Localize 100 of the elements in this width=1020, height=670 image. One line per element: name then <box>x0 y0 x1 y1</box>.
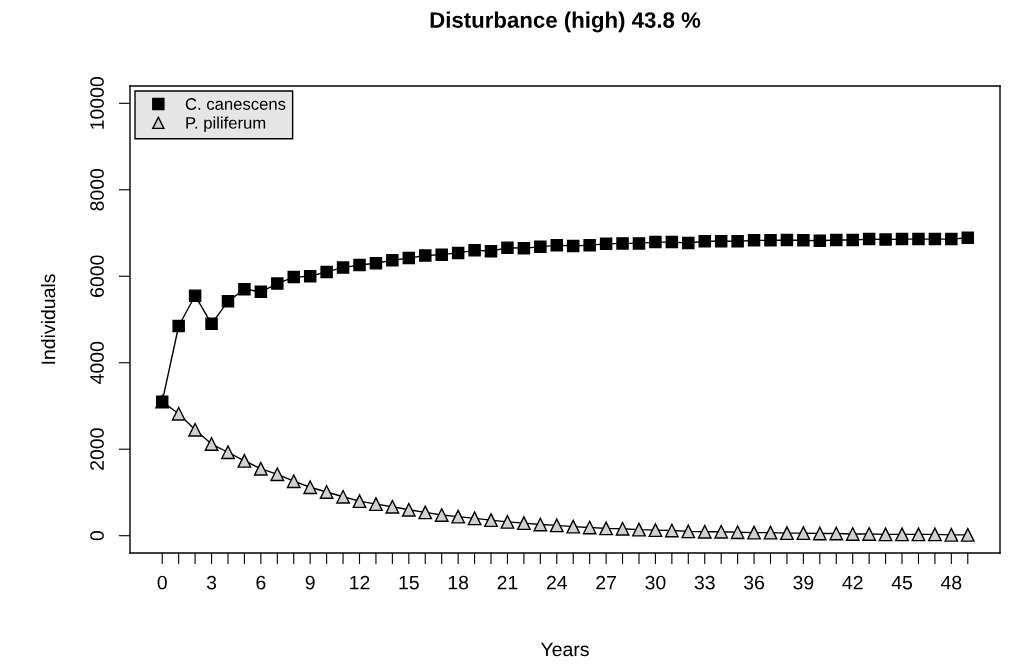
point <box>730 525 745 540</box>
x-tick-label: 45 <box>891 575 913 590</box>
point <box>205 317 218 331</box>
x-tick-label: 48 <box>940 575 962 590</box>
x-tick-label: 18 <box>448 575 469 590</box>
legend-label: P. piliferum <box>186 116 266 133</box>
point <box>763 525 778 540</box>
point <box>336 489 351 504</box>
x-tick-label: 39 <box>793 575 814 590</box>
x-tick-label: 30 <box>645 575 666 590</box>
x-tick-label: 27 <box>596 575 616 590</box>
point <box>516 516 531 531</box>
x-tick-label: 42 <box>842 575 863 590</box>
point <box>386 254 399 267</box>
y-tick-label: 8000 <box>90 168 104 211</box>
point <box>401 502 416 517</box>
point <box>599 521 614 536</box>
point <box>665 235 679 249</box>
point <box>879 233 892 246</box>
point <box>566 239 580 253</box>
point <box>287 270 300 284</box>
x-tick-label: 3 <box>206 575 217 590</box>
point <box>878 527 893 542</box>
point <box>435 248 448 261</box>
point <box>451 509 466 524</box>
point <box>927 527 942 542</box>
point <box>960 527 975 542</box>
point <box>599 237 613 251</box>
point <box>632 237 646 250</box>
point <box>648 523 663 538</box>
point <box>286 474 301 489</box>
y-tick-label: 4000 <box>90 341 104 384</box>
point <box>812 526 827 541</box>
point <box>172 319 185 333</box>
x-tick-label: 33 <box>694 575 715 590</box>
point <box>517 241 531 255</box>
point <box>846 233 859 247</box>
point <box>188 289 202 302</box>
point <box>534 240 547 254</box>
point <box>467 511 482 526</box>
point <box>780 233 794 247</box>
point <box>221 295 235 308</box>
point <box>928 232 942 246</box>
point <box>221 445 235 460</box>
point <box>320 265 333 279</box>
point <box>731 234 744 248</box>
point <box>271 277 284 290</box>
x-tick-label: 24 <box>546 575 568 590</box>
x-tick-label: 15 <box>399 575 419 590</box>
point <box>698 234 711 248</box>
point <box>912 232 925 246</box>
point <box>582 520 597 535</box>
point <box>945 232 958 246</box>
y-tick-label: 2000 <box>90 428 104 470</box>
point <box>533 517 548 532</box>
y-tick-label: 6000 <box>90 255 104 297</box>
point <box>944 527 959 542</box>
point <box>385 499 400 514</box>
point <box>797 234 810 247</box>
point <box>238 282 251 296</box>
x-tick-label: 21 <box>497 575 518 590</box>
point <box>336 261 350 274</box>
point <box>714 234 728 248</box>
x-tick-label: 0 <box>157 575 167 590</box>
x-tick-label: 9 <box>305 575 315 590</box>
point <box>615 521 630 536</box>
point <box>171 406 186 421</box>
point <box>764 234 777 247</box>
x-axis-title: Years <box>540 642 589 657</box>
point <box>204 437 219 451</box>
point <box>270 467 285 482</box>
point <box>961 231 975 245</box>
point <box>419 249 432 262</box>
point <box>616 237 629 250</box>
point <box>303 480 318 495</box>
point <box>402 251 416 265</box>
point <box>253 461 268 476</box>
x-tick-label: 6 <box>256 575 266 590</box>
point <box>747 525 762 540</box>
point <box>664 523 679 538</box>
x-tick-label: 12 <box>350 575 370 590</box>
point <box>484 513 498 528</box>
point <box>451 246 465 260</box>
point <box>500 514 515 529</box>
point <box>237 453 252 468</box>
point <box>369 257 383 270</box>
point <box>911 527 926 542</box>
point <box>862 527 877 541</box>
point <box>682 236 695 250</box>
point <box>353 258 366 272</box>
point <box>566 519 581 534</box>
point <box>550 238 564 252</box>
point <box>254 285 268 299</box>
point <box>895 527 909 542</box>
point <box>747 234 761 247</box>
point <box>319 485 334 499</box>
point <box>418 505 433 520</box>
point <box>368 497 383 512</box>
point <box>649 235 662 249</box>
point <box>829 526 844 541</box>
